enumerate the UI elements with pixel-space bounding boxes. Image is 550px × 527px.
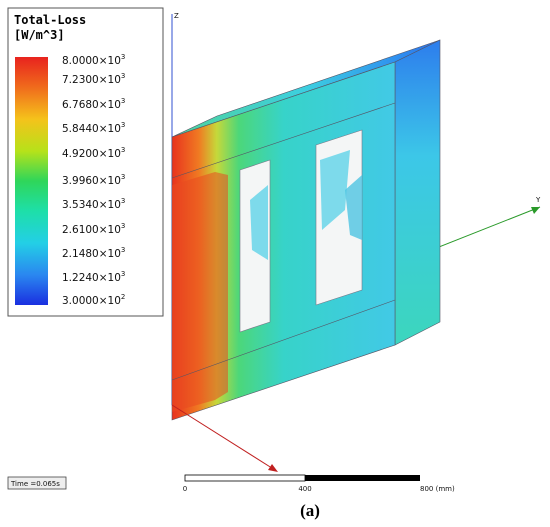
scale-bar-white xyxy=(184,474,306,482)
scale-start: 0 xyxy=(183,485,187,493)
legend-mantissa: 3.5340×10 xyxy=(62,199,121,211)
edge xyxy=(171,102,396,179)
legend-mantissa: 8.0000×10 xyxy=(62,55,121,67)
legend-exponent: 3 xyxy=(121,121,125,129)
legend-label: 8.0000×103 xyxy=(62,53,125,67)
legend-labels: 8.0000×1037.2300×1036.7680×1035.8440×103… xyxy=(62,53,125,307)
legend-mantissa: 2.6100×10 xyxy=(62,224,121,236)
z-axis-label: Z xyxy=(174,12,179,20)
legend-exponent: 3 xyxy=(121,222,125,230)
legend-mantissa: 5.8440×10 xyxy=(62,123,121,135)
back-leg xyxy=(345,175,362,240)
time-box xyxy=(7,476,67,490)
legend-exponent: 3 xyxy=(121,97,125,105)
legend-title: Total-Loss xyxy=(14,13,86,27)
legend-mantissa: 4.9200×10 xyxy=(62,148,121,160)
legend-exponent: 3 xyxy=(121,173,125,181)
legend-exponent: 3 xyxy=(121,246,125,254)
y-arrow xyxy=(531,207,540,214)
x-arrow xyxy=(268,464,278,472)
time-label: Time =0.065s xyxy=(10,480,60,488)
color-bar xyxy=(15,57,48,305)
legend-unit: [W/m^3] xyxy=(14,28,65,42)
legend-label: 3.5340×103 xyxy=(62,197,125,211)
legend-label: 2.1480×103 xyxy=(62,246,125,260)
legend-mantissa: 6.7680×10 xyxy=(62,99,121,111)
legend-label: 3.0000×102 xyxy=(62,293,125,307)
legend-exponent: 3 xyxy=(121,197,125,205)
legend-label: 3.9960×103 xyxy=(62,173,125,187)
side-face xyxy=(394,39,441,346)
legend-exponent: 3 xyxy=(121,146,125,154)
legend-label: 2.6100×103 xyxy=(62,222,125,236)
back-leg xyxy=(250,185,268,260)
scale-end: 800 (mm) xyxy=(420,485,455,493)
legend-exponent: 3 xyxy=(121,72,125,80)
legend-mantissa: 2.1480×10 xyxy=(62,248,121,260)
legend-mantissa: 3.9960×10 xyxy=(62,175,121,187)
legend-label: 5.8440×103 xyxy=(62,121,125,135)
legend-mantissa: 1.2240×10 xyxy=(62,272,121,284)
legend-label: 4.9200×103 xyxy=(62,146,125,160)
caption: (a) xyxy=(300,501,320,520)
legend-exponent: 3 xyxy=(121,270,125,278)
scale-bar-black xyxy=(305,475,420,481)
edge xyxy=(171,299,396,381)
y-axis-label: Y xyxy=(535,196,541,204)
legend-mantissa: 7.2300×10 xyxy=(62,74,121,86)
hot-leg xyxy=(172,172,228,412)
back-leg xyxy=(320,150,350,230)
legend-label: 1.2240×103 xyxy=(62,270,125,284)
x-axis xyxy=(171,404,276,471)
scale-middle: 400 xyxy=(298,485,311,493)
legend-exponent: 2 xyxy=(121,293,125,301)
legend-mantissa: 3.0000×10 xyxy=(62,295,121,307)
legend-exponent: 3 xyxy=(121,53,125,61)
legend-label: 6.7680×103 xyxy=(62,97,125,111)
legend-label: 7.2300×103 xyxy=(62,72,125,86)
